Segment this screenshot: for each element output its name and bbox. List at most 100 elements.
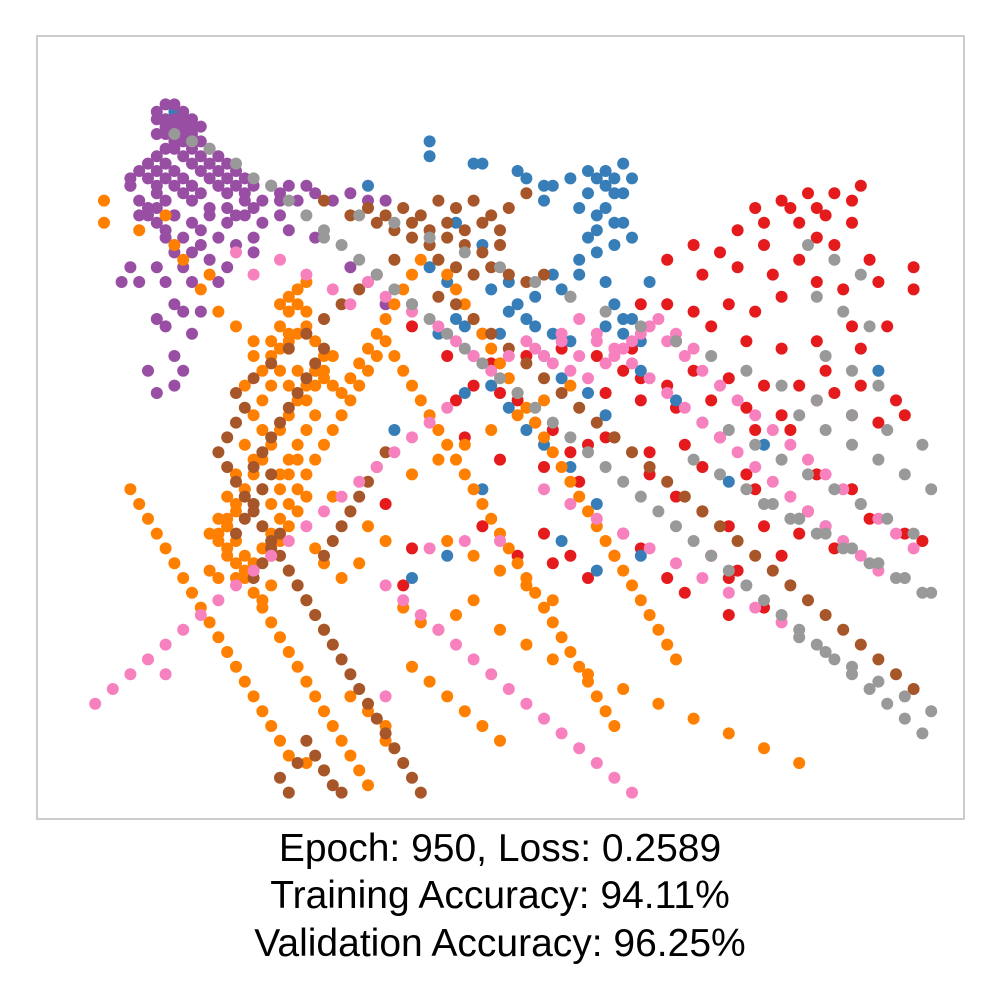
scatter-point [467, 653, 480, 666]
scatter-point [362, 520, 374, 533]
scatter-point [458, 246, 471, 259]
scatter-point [300, 327, 313, 340]
scatter-point [282, 453, 295, 466]
scatter-point [687, 342, 700, 355]
scatter-point [458, 224, 471, 237]
scatter-point [529, 276, 542, 288]
scatter-point [546, 179, 559, 192]
scatter-point [388, 298, 401, 311]
scatter-point [546, 616, 559, 629]
scatter-point [432, 290, 445, 303]
scatter-point [406, 298, 418, 311]
scatter-point [133, 209, 146, 222]
scatter-point [300, 468, 313, 481]
scatter-point [907, 261, 920, 274]
scatter-point [194, 120, 207, 133]
scatter-point [318, 623, 330, 636]
scatter-point [599, 705, 612, 718]
scatter-point [740, 335, 753, 348]
scatter-point [212, 512, 225, 525]
scatter-point [810, 468, 823, 481]
scatter-point [282, 646, 295, 658]
scatter-point [344, 209, 357, 222]
scatter-point [450, 609, 462, 621]
scatter-point [705, 549, 718, 562]
scatter-point [388, 742, 401, 755]
scatter-point [265, 468, 278, 481]
scatter-point [256, 216, 269, 229]
scatter-point [793, 379, 806, 392]
scatter-point [168, 209, 181, 222]
scatter-point [485, 668, 498, 681]
scatter-point [309, 409, 322, 422]
scatter-point [300, 209, 313, 222]
scatter-point [291, 483, 304, 496]
scatter-point [740, 364, 753, 377]
scatter-point [159, 320, 172, 333]
scatter-point [238, 379, 251, 392]
scatter-point [828, 387, 841, 399]
scatter-point [854, 549, 867, 562]
scatter-point [274, 298, 286, 311]
scatter-point [872, 416, 885, 429]
scatter-point [353, 357, 366, 370]
scatter-point [494, 453, 506, 466]
scatter-point [608, 720, 621, 732]
scatter-point [758, 216, 770, 229]
scatter-point [388, 446, 401, 459]
scatter-point [265, 579, 278, 592]
scatter-point [555, 372, 568, 385]
scatter-point [274, 512, 286, 525]
scatter-point [872, 512, 885, 525]
scatter-point [529, 342, 542, 355]
scatter-point [230, 246, 242, 259]
scatter-point [766, 268, 779, 281]
scatter-point [282, 342, 295, 355]
scatter-point [749, 424, 762, 436]
scatter-point [758, 594, 770, 607]
scatter-point [247, 350, 260, 362]
scatter-point [106, 683, 119, 695]
scatter-point [159, 231, 172, 244]
scatter-point [186, 135, 198, 148]
scatter-point [177, 135, 190, 148]
scatter-point [670, 557, 682, 570]
scatter-point [353, 379, 366, 392]
scatter-point [450, 453, 462, 466]
scatter-point [467, 379, 480, 392]
scatter-point [282, 179, 295, 192]
scatter-point [406, 572, 418, 584]
scatter-point [450, 335, 462, 348]
scatter-point [758, 520, 770, 533]
scatter-point [423, 416, 436, 429]
scatter-point [819, 364, 832, 377]
scatter-point [573, 742, 586, 755]
scatter-point [740, 483, 753, 496]
scatter-point [529, 401, 542, 414]
scatter-point [802, 239, 814, 251]
scatter-point [582, 387, 594, 399]
scatter-point [872, 675, 885, 688]
scatter-point [344, 505, 357, 518]
scatter-point [247, 498, 260, 510]
scatter-point [335, 572, 348, 584]
scatter-point [282, 535, 295, 547]
scatter-point [582, 372, 594, 385]
scatter-point [212, 231, 225, 244]
scatter-point [793, 757, 806, 769]
scatter-point [230, 179, 242, 192]
scatter-point [335, 490, 348, 503]
scatter-point [617, 364, 630, 377]
scatter-point [802, 468, 814, 481]
scatter-point [538, 712, 550, 725]
scatter-point [441, 549, 454, 562]
scatter-point [608, 216, 621, 229]
scatter-point [150, 261, 163, 274]
scatter-point [291, 438, 304, 451]
scatter-point [168, 350, 181, 362]
scatter-point [538, 394, 550, 407]
scatter-point [485, 261, 498, 274]
scatter-point [617, 216, 630, 229]
scatter-point [300, 734, 313, 747]
scatter-point [265, 179, 278, 192]
